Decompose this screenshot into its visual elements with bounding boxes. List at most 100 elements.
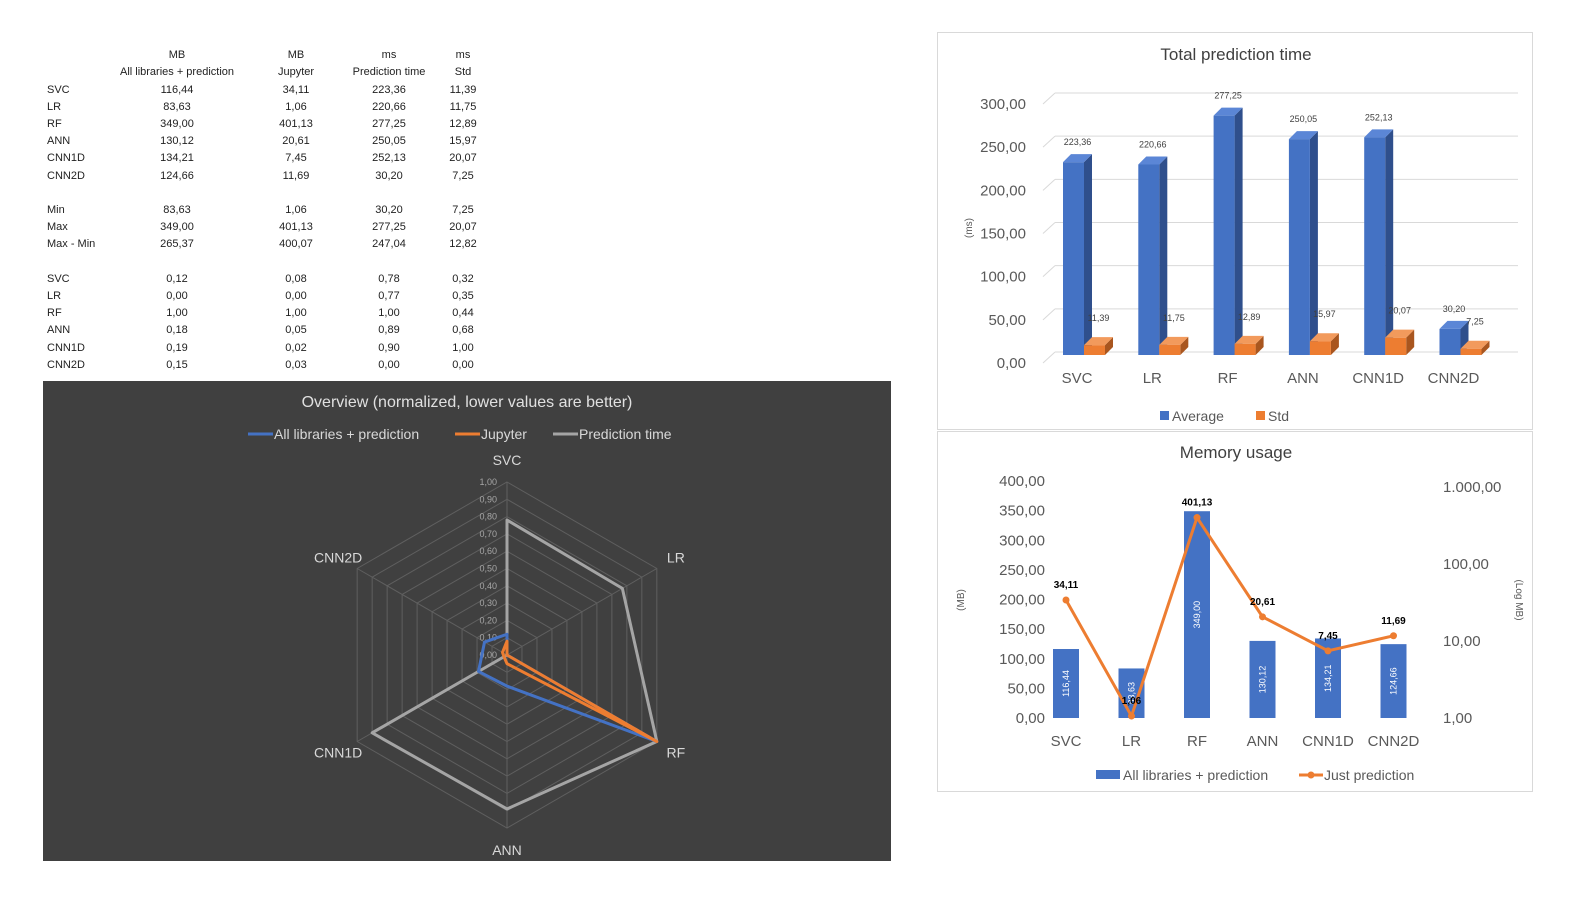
line-data-label: 11,69: [1381, 616, 1406, 627]
table-cell: 0,00: [285, 289, 307, 302]
bar: [1084, 337, 1113, 355]
gridline: [1042, 265, 1056, 278]
table-cell: 15,97: [449, 135, 477, 148]
table-cell: 20,61: [282, 135, 310, 148]
gridline: [1042, 308, 1056, 321]
radar-category-label: RF: [667, 745, 686, 761]
legend-entry: Just prediction: [1299, 767, 1414, 783]
bar: [1138, 156, 1168, 355]
bar-data-label: 134,21: [1323, 664, 1333, 692]
memory-usage-chart: Memory usage 0,00 50,00 100,00 150,00 200,00 2…: [956, 443, 1524, 783]
radar-tick-label: 0,50: [479, 564, 497, 574]
bar: [1385, 329, 1415, 355]
table-cell: 134,21: [160, 152, 194, 165]
radar-tick-label: 0,60: [479, 546, 497, 556]
line-data-label: 34,11: [1054, 580, 1079, 591]
legend-label: Std: [1268, 408, 1289, 424]
line-point: [1259, 613, 1266, 621]
legend-entry: Std: [1256, 408, 1289, 424]
chart-title: Memory usage: [1180, 443, 1292, 462]
table-cell: 130,12: [160, 135, 194, 148]
gridline: [1042, 92, 1056, 105]
legend-entry: All libraries + prediction: [1096, 767, 1268, 783]
radar-spoke: [356, 568, 508, 656]
legend-label: Prediction time: [579, 426, 672, 442]
table-cell: 0,77: [378, 289, 400, 302]
table-cell: 400,07: [279, 238, 313, 251]
row-label: Max - Min: [47, 238, 96, 251]
table-cell: 0,90: [378, 341, 400, 354]
table-cell: 0,12: [166, 272, 188, 285]
y-tick-label: 400,00: [999, 473, 1045, 490]
bar-data-label: 116,44: [1061, 670, 1071, 697]
table-cell: Prediction time: [352, 66, 426, 78]
gridline: [1042, 351, 1056, 364]
table-cell: 11,69: [282, 169, 310, 182]
y-tick-label: 200,00: [999, 592, 1045, 609]
table-cell: 20,07: [449, 152, 477, 165]
legend-entry: Average: [1160, 408, 1224, 424]
table-cell: 0,08: [285, 272, 307, 285]
data-label: 7,25: [1466, 317, 1484, 327]
radar-category-label: SVC: [493, 452, 522, 468]
row-label: Max: [47, 221, 68, 234]
row-label: CNN2D: [47, 358, 85, 371]
table-cell: 11,75: [449, 100, 477, 113]
radar-chart: Overview (normalized, lower values are b…: [248, 394, 686, 858]
bar: [1159, 336, 1189, 355]
y-axis-label: (MB): [956, 589, 967, 611]
line-point: [1128, 712, 1135, 720]
radar-tick-label: 0,10: [479, 633, 497, 643]
table-cell: 220,66: [372, 100, 406, 113]
data-label: 220,66: [1139, 139, 1167, 149]
table-cell: 349,00: [160, 221, 194, 234]
table-cell: 0,32: [452, 272, 474, 285]
chart-title: Total prediction time: [1160, 45, 1311, 64]
y-tick-label: 250,00: [999, 562, 1045, 579]
y-tick-label: 50,00: [988, 312, 1026, 329]
row-label: RF: [47, 307, 62, 320]
radar-chart-panel: Overview (normalized, lower values are b…: [43, 381, 891, 861]
table-cell: 0,00: [452, 358, 474, 371]
table-cell: Std: [454, 66, 472, 78]
legend-entry: All libraries + prediction: [248, 426, 419, 442]
bar-data-label: 124,66: [1389, 667, 1399, 695]
table-cell: 0,35: [452, 289, 474, 302]
table-cell: 0,05: [285, 324, 307, 337]
x-tick-label: CNN1D: [1302, 733, 1354, 750]
legend-label: Average: [1172, 408, 1224, 424]
legend-label: Jupyter: [481, 426, 527, 442]
radar-tick-label: 0,40: [479, 581, 497, 591]
table-cell: 83,63: [163, 100, 191, 113]
x-tick-label: CNN1D: [1352, 370, 1404, 387]
y-tick-label: 0,00: [1016, 710, 1045, 727]
data-label: 11,75: [1163, 313, 1185, 323]
table-cell: 1,00: [378, 307, 400, 320]
x-tick-label: SVC: [1062, 370, 1093, 387]
x-tick-label: ANN: [1247, 733, 1279, 750]
y-tick-label: 150,00: [999, 621, 1045, 638]
data-label: 12,89: [1238, 312, 1261, 322]
y-tick-label: 50,00: [1007, 680, 1045, 697]
bar-data-label: 130,12: [1258, 666, 1268, 694]
table-cell: ms: [455, 49, 471, 61]
table-cell: 116,44: [160, 83, 194, 96]
line-point: [1062, 596, 1070, 604]
radar-tick-label: 0,00: [479, 650, 497, 660]
table-cell: 0,89: [378, 324, 400, 337]
table-cell: 12,89: [449, 117, 477, 130]
row-label: CNN1D: [47, 152, 85, 165]
table-cell: 0,44: [452, 307, 474, 320]
row-label: CNN2D: [47, 169, 85, 182]
bar: [1460, 340, 1490, 355]
table-cell: 252,13: [372, 152, 406, 165]
y2-tick-label: 10,00: [1443, 633, 1481, 650]
row-label: LR: [47, 289, 62, 302]
bar: [1213, 107, 1243, 355]
table-cell: 1,00: [285, 307, 307, 320]
radar-category-label: CNN1D: [314, 745, 362, 761]
row-label: ANN: [47, 135, 71, 148]
y-tick-label: 0,00: [997, 355, 1026, 372]
y2-tick-label: 100,00: [1443, 556, 1489, 573]
bar-data-label: 83,63: [1127, 682, 1137, 705]
